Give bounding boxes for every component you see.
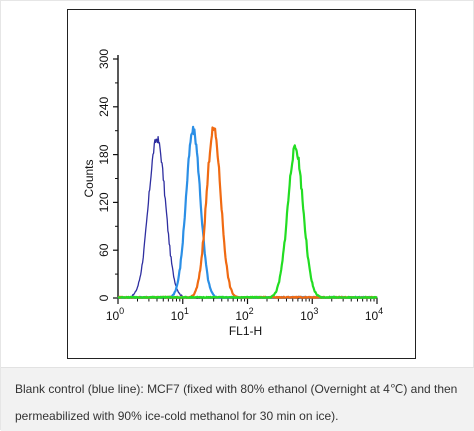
y-tick-label: 180 — [97, 144, 111, 164]
x-tick-label: 102 — [235, 306, 253, 323]
y-tick-label: 0 — [97, 294, 111, 301]
y-tick-label: 300 — [97, 49, 111, 69]
x-tick-label: 100 — [106, 306, 124, 323]
histogram-series-2 — [117, 125, 378, 299]
caption-box: Blank control (blue line): MCF7 (fixed w… — [1, 367, 474, 431]
figure-caption: Blank control (blue line): MCF7 (fixed w… — [15, 382, 458, 423]
x-tick-label: 101 — [171, 306, 189, 323]
y-tick-label: 60 — [97, 243, 111, 257]
x-tick-label: 103 — [300, 306, 318, 323]
flow-cytometry-histogram: 0 60 120 180 240 300 100 101 102 103 104 FL1-H Count… — [82, 49, 383, 338]
y-tick-label: 240 — [97, 96, 111, 116]
y-axis-title: Counts — [82, 159, 96, 197]
histogram-series-1 — [117, 136, 378, 299]
histogram-series-4 — [117, 144, 378, 299]
x-axis-title: FL1-H — [229, 324, 262, 338]
histogram-series-3 — [117, 126, 378, 299]
y-tick-label: 120 — [97, 192, 111, 212]
x-tick-label: 104 — [365, 306, 383, 323]
